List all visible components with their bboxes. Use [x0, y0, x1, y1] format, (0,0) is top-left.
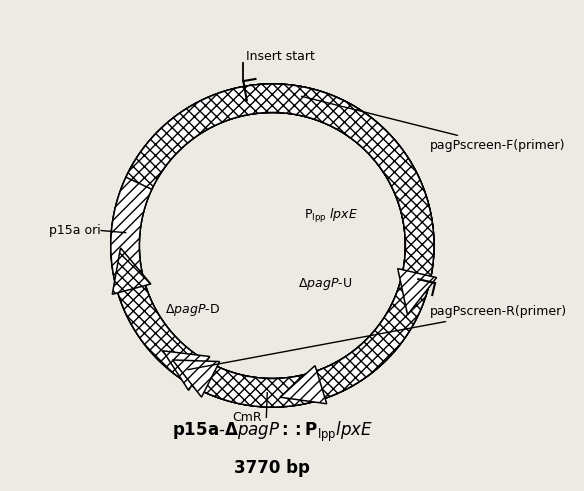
Text: p15a ori: p15a ori — [50, 224, 101, 237]
Polygon shape — [111, 84, 434, 407]
Text: P$_{\mathregular{lpp}}$ $\mathit{lpxE}$: P$_{\mathregular{lpp}}$ $\mathit{lpxE}$ — [304, 207, 359, 225]
Polygon shape — [398, 269, 437, 315]
Text: CmR: CmR — [232, 411, 262, 424]
Polygon shape — [187, 84, 434, 407]
Polygon shape — [172, 360, 220, 397]
Text: $\mathbf{p15a\text{-}\Delta}$$\mathbf{\mathit{pagP}}$$\mathbf{::P_{\mathregular{: $\mathbf{p15a\text{-}\Delta}$$\mathbf{\m… — [172, 420, 373, 444]
Text: pagPscreen-R(primer): pagPscreen-R(primer) — [188, 305, 566, 370]
Polygon shape — [111, 84, 434, 407]
Text: pagPscreen-F(primer): pagPscreen-F(primer) — [301, 96, 565, 152]
Polygon shape — [111, 84, 434, 400]
Polygon shape — [163, 351, 210, 390]
Text: Insert start: Insert start — [246, 50, 315, 63]
Polygon shape — [280, 366, 326, 404]
Text: $\Delta$$\mathit{pagP}$-U: $\Delta$$\mathit{pagP}$-U — [298, 276, 352, 292]
Polygon shape — [116, 84, 434, 407]
Text: $\Delta$$\mathit{pagP}$-D: $\Delta$$\mathit{pagP}$-D — [165, 302, 220, 318]
Polygon shape — [112, 248, 151, 294]
Text: 3770 bp: 3770 bp — [234, 459, 310, 477]
